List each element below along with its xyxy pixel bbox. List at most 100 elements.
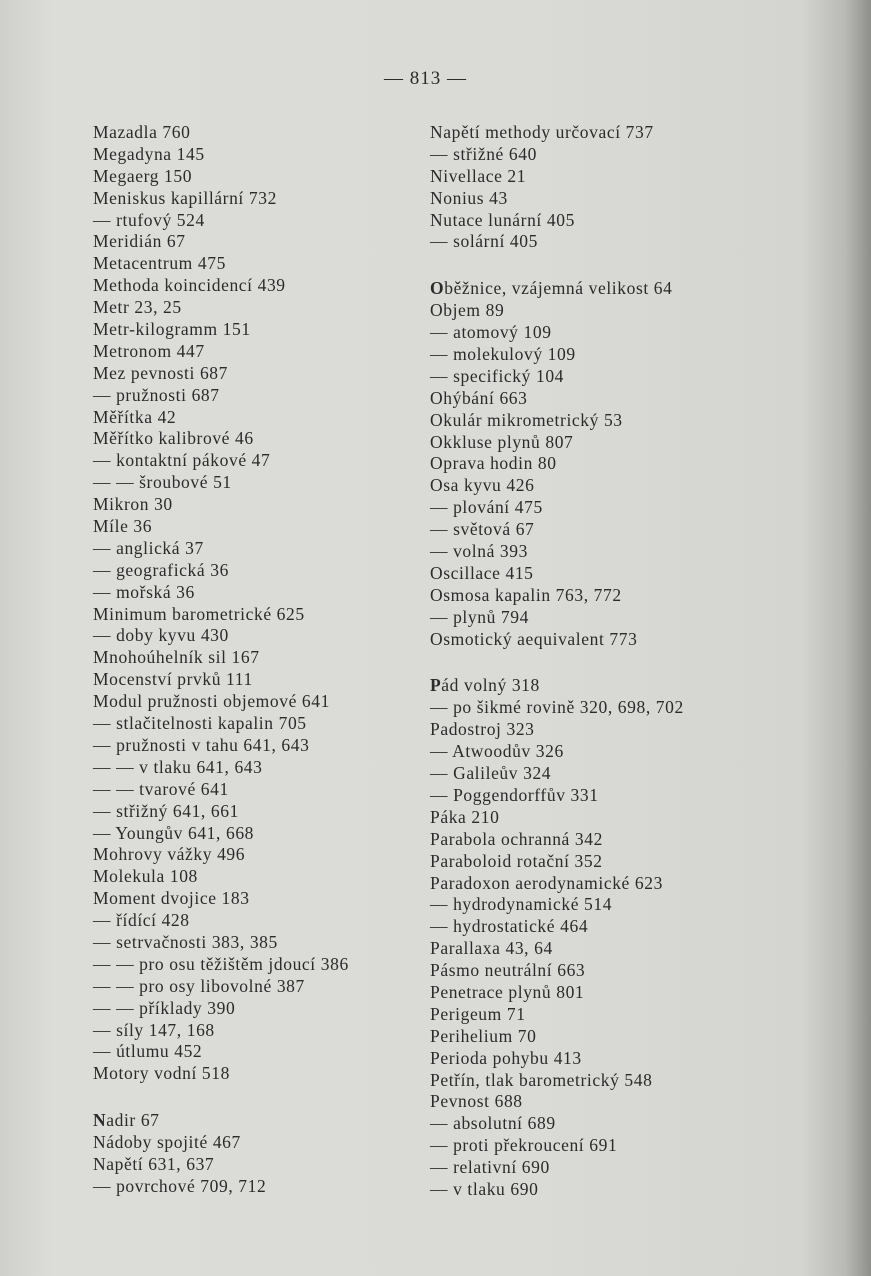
index-entry: Mnohoúhelník sil 167 [93, 647, 260, 668]
index-entry: Osa kyvu 426 [430, 475, 535, 496]
index-entry: Paradoxon aerodynamické 623 [430, 872, 663, 893]
index-entry: Paraboloid rotační 352 [430, 850, 603, 871]
index-column-left: Mazadla 760 Megadyna 145 Megaerg 150 Menisk… [93, 122, 349, 1198]
index-entry: Metr-kilogramm 151 [93, 319, 251, 340]
index-entry: — — příklady 390 [93, 997, 236, 1018]
index-entry: Oběžnice, vzájemná velikost 64 [430, 278, 673, 299]
index-entry: Padostroj 323 [430, 719, 535, 740]
index-entry: — rtufový 524 [93, 209, 205, 230]
index-entry: — atomový 109 [430, 322, 552, 343]
index-entry: Mazadla 760 [93, 122, 191, 142]
index-entry: Oprava hodin 80 [430, 453, 557, 474]
index-entry: Molekula 108 [93, 866, 198, 887]
index-entry: — volná 393 [430, 541, 528, 562]
index-entry: — absolutní 689 [430, 1113, 556, 1134]
index-entry: — řídící 428 [93, 910, 190, 931]
index-entry: Metronom 447 [93, 340, 205, 361]
index-entry: — plování 475 [430, 497, 543, 518]
index-entry: Penetrace plynů 801 [430, 981, 585, 1002]
index-section: Nadir 67 Nádoby spojité 467 Napětí 631, 63… [93, 1110, 349, 1198]
index-entry: — — pro osu těžištěm jdoucí 386 [93, 953, 349, 974]
index-entry: — — pro osy libovolné 387 [93, 975, 305, 996]
index-entry: — relativní 690 [430, 1157, 550, 1178]
index-entry: Páka 210 [430, 806, 500, 827]
index-entry: Mocenství prvků 111 [93, 669, 253, 690]
index-entry: — proti překroucení 691 [430, 1135, 618, 1156]
index-entry: Okulár mikrometrický 53 [430, 409, 623, 430]
index-entry: — setrvačnosti 383, 385 [93, 931, 278, 952]
index-entry: Nivellace 21 [430, 165, 527, 186]
index-entry: Mez pevnosti 687 [93, 362, 228, 383]
index-section: Oběžnice, vzájemná velikost 64 Objem 89— … [430, 278, 684, 650]
index-entry: — — v tlaku 641, 643 [93, 756, 263, 777]
index-entry: Moment dvojice 183 [93, 888, 250, 909]
index-entry: Míle 36 [93, 516, 153, 537]
index-entry: — povrchové 709, 712 [93, 1175, 267, 1196]
index-entry: Methoda koincidencí 439 [93, 275, 286, 296]
index-entry: — mořská 36 [93, 581, 195, 602]
index-entry: — Youngův 641, 668 [93, 822, 255, 843]
index-section: Pád volný 318— po šikmé rovině 320, 698,… [430, 675, 684, 1200]
index-entry: Pásmo neutrální 663 [430, 960, 586, 981]
index-entry: — Atwoodův 326 [430, 741, 564, 762]
index-entry: Minimum barometrické 625 [93, 603, 305, 624]
index-entry: Metr 23, 25 [93, 297, 182, 318]
index-entry: — kontaktní pákové 47 [93, 450, 271, 471]
index-entry: — molekulový 109 [430, 344, 576, 365]
index-entry: — solární 405 [430, 231, 538, 252]
index-entry: — Poggendorffův 331 [430, 784, 599, 805]
index-entry: — doby kyvu 430 [93, 625, 229, 646]
index-entry: — — šroubové 51 [93, 472, 232, 493]
index-entry: Měřítko kalibrové 46 [93, 428, 254, 449]
index-section: Mazadla 760 Megadyna 145 Megaerg 150 Menisk… [93, 122, 349, 1085]
index-entry: — střižné 640 [430, 143, 537, 164]
page-number: — 813 — [384, 68, 467, 89]
index-entry: Motory vodní 518 [93, 1063, 230, 1084]
index-entry: — útlumu 452 [93, 1041, 203, 1062]
index-entry: — v tlaku 690 [430, 1178, 539, 1199]
index-entry: Megadyna 145 [93, 143, 205, 164]
index-entry: — střižný 641, 661 [93, 800, 239, 821]
index-entry: — hydrodynamické 514 [430, 894, 613, 915]
index-entry: — pružnosti 687 [93, 384, 220, 405]
index-column-right: Napětí methody určovací 737— střižné 640… [430, 122, 684, 1201]
index-entry: — po šikmé rovině 320, 698, 702 [430, 697, 684, 718]
index-entry: — světová 67 [430, 519, 535, 540]
index-entry: Pád volný 318 [430, 675, 540, 696]
index-entry: Perioda pohybu 413 [430, 1047, 582, 1068]
index-entry: Osmotický aequivalent 773 [430, 628, 638, 649]
index-entry: Pevnost 688 [430, 1091, 523, 1112]
index-entry: — — tvarové 641 [93, 778, 229, 799]
index-entry: Nádoby spojité 467 [93, 1132, 241, 1153]
index-entry: — síly 147, 168 [93, 1019, 215, 1040]
index-entry: Napětí methody určovací 737 [430, 122, 654, 142]
index-entry: Petřín, tlak barometrický 548 [430, 1069, 653, 1090]
index-entry: Modul pružnosti objemové 641 [93, 691, 330, 712]
index-entry: Oscillace 415 [430, 562, 534, 583]
index-entry: Okkluse plynů 807 [430, 431, 574, 452]
index-entry: Objem 89 [430, 300, 505, 321]
index-entry: Megaerg 150 [93, 165, 193, 186]
index-entry: Metacentrum 475 [93, 253, 226, 274]
index-entry: — hydrostatické 464 [430, 916, 589, 937]
index-entry: — Galileův 324 [430, 763, 552, 784]
index-entry: Osmosa kapalin 763, 772 [430, 584, 622, 605]
index-entry: Perigeum 71 [430, 1003, 526, 1024]
index-entry: — anglická 37 [93, 537, 204, 558]
index-entry: — plynů 794 [430, 606, 529, 627]
index-entry: — geografická 36 [93, 559, 229, 580]
index-entry: Meniskus kapillární 732 [93, 187, 277, 208]
index-entry: Parabola ochranná 342 [430, 828, 603, 849]
index-entry: Mikron 30 [93, 494, 173, 515]
index-entry: Nutace lunární 405 [430, 209, 575, 230]
index-entry: Parallaxa 43, 64 [430, 938, 553, 959]
index-entry: — stlačitelnosti kapalin 705 [93, 713, 307, 734]
index-entry: Meridián 67 [93, 231, 186, 252]
index-entry: Mohrovy vážky 496 [93, 844, 246, 865]
index-entry: Ohýbání 663 [430, 387, 528, 408]
index-entry: Nadir 67 [93, 1110, 160, 1131]
index-entry: — pružnosti v tahu 641, 643 [93, 734, 310, 755]
index-entry: Nonius 43 [430, 187, 508, 208]
index-entry: Měřítka 42 [93, 406, 177, 427]
index-entry: Napětí 631, 637 [93, 1153, 215, 1174]
